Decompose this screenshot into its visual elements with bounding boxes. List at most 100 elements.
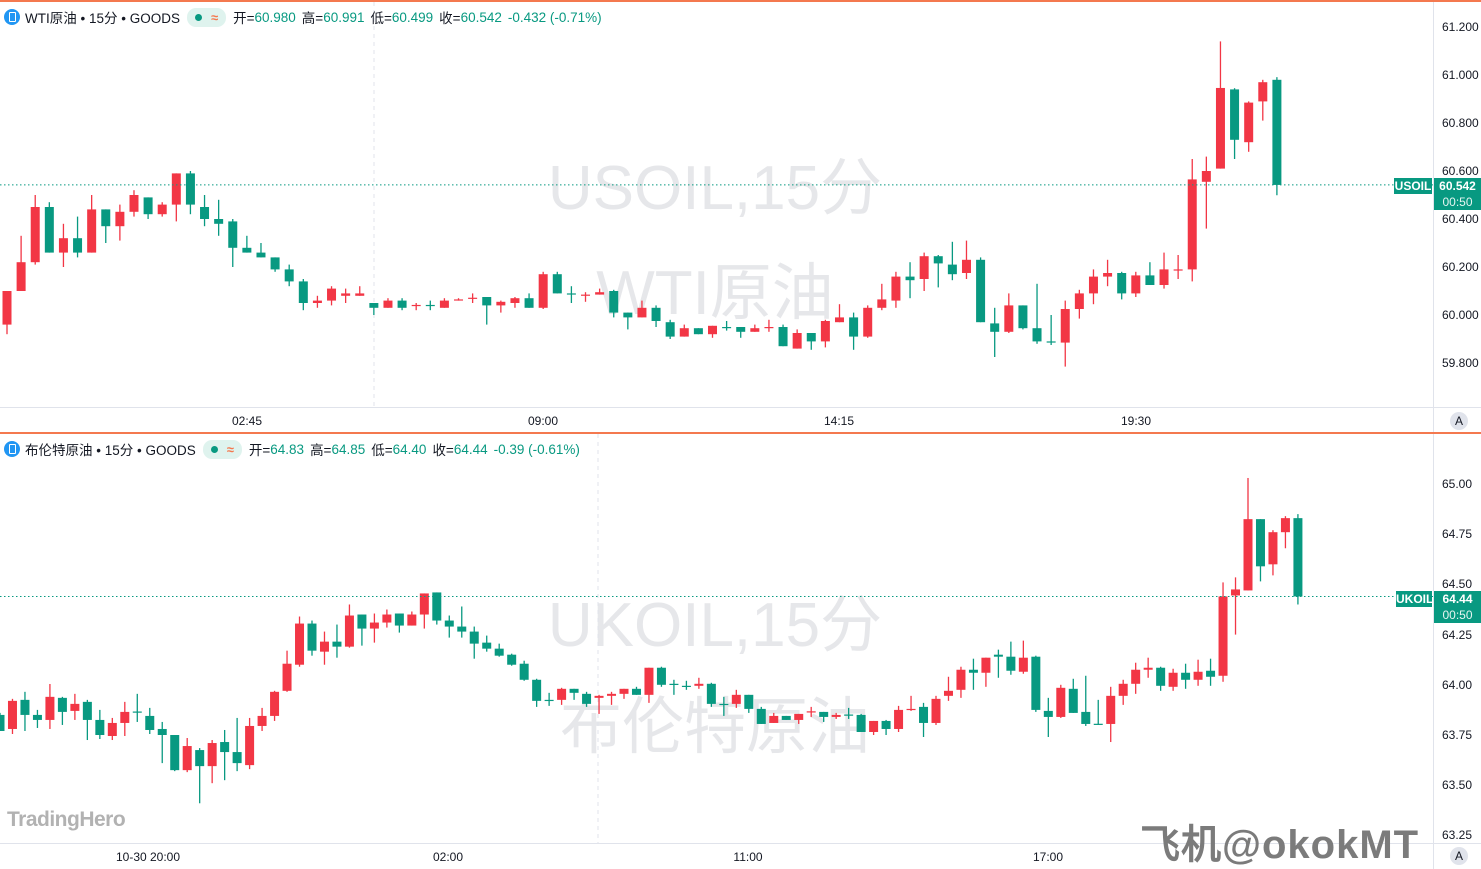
candle bbox=[806, 333, 816, 350]
candle bbox=[792, 329, 802, 349]
time-label: 02:00 bbox=[432, 850, 464, 864]
candle-body bbox=[207, 743, 217, 767]
auto-scale-button[interactable]: A bbox=[1450, 412, 1468, 430]
candle bbox=[1106, 686, 1116, 743]
candle-body bbox=[30, 207, 40, 263]
candle bbox=[609, 289, 619, 318]
candle bbox=[794, 713, 804, 724]
close-label: 收= bbox=[432, 443, 454, 458]
wti-plot-area[interactable]: USOIL,15分 WTI原油 WTI原油 • 15分 • GOODS ≈ 开=… bbox=[0, 2, 1433, 407]
candle-body bbox=[270, 691, 280, 716]
candle bbox=[220, 729, 230, 781]
candle-body bbox=[820, 321, 830, 342]
candle bbox=[1117, 271, 1127, 300]
price-tick-label: 63.75 bbox=[1442, 728, 1473, 742]
candle bbox=[968, 658, 978, 690]
candle-body bbox=[1255, 519, 1265, 567]
market-status-pill[interactable]: ≈ bbox=[186, 7, 227, 27]
candle bbox=[877, 283, 887, 311]
wti-chart-pane[interactable]: USOIL,15分 WTI原油 WTI原油 • 15分 • GOODS ≈ 开=… bbox=[0, 2, 1481, 407]
brent-plot-area[interactable]: UKOIL,15分 布伦特原油 布伦特原油 • 15分 • GOODS ≈ 开=… bbox=[0, 434, 1433, 843]
candle bbox=[298, 279, 308, 311]
candle-body bbox=[228, 221, 238, 248]
time-label: 19:30 bbox=[1120, 414, 1152, 428]
brent-title[interactable]: 布伦特原油 • 15分 • GOODS bbox=[25, 443, 196, 458]
brent-legend: 布伦特原油 • 15分 • GOODS ≈ 开= 64.83 高= 64.85 低=… bbox=[4, 439, 580, 459]
candle-body bbox=[644, 667, 654, 695]
wti-time-axis[interactable]: 02:45 09:00 14:15 19:30 bbox=[0, 407, 1433, 433]
candle-body bbox=[544, 699, 554, 702]
candle bbox=[468, 293, 478, 303]
candle-body bbox=[1004, 305, 1014, 332]
candle bbox=[73, 216, 83, 258]
low-label: 低= bbox=[370, 11, 392, 26]
candle bbox=[806, 706, 816, 717]
candle bbox=[101, 209, 111, 243]
candle-body bbox=[669, 683, 679, 685]
candle-body bbox=[20, 699, 30, 715]
candle-body bbox=[1293, 518, 1303, 597]
candle bbox=[519, 660, 529, 681]
candle bbox=[70, 693, 80, 720]
candle-body bbox=[2, 291, 12, 325]
candle bbox=[906, 695, 916, 711]
candle bbox=[58, 223, 68, 267]
candle-body bbox=[731, 694, 741, 704]
brent-time-axis[interactable]: 10-30 20:00 02:00 11:00 17:00 bbox=[0, 843, 1433, 869]
candle bbox=[863, 305, 873, 338]
candle-body bbox=[369, 622, 379, 629]
candle-body bbox=[1131, 275, 1141, 294]
okokmt-watermark: 飞机@okokMT bbox=[1140, 823, 1420, 867]
candle-body bbox=[968, 669, 978, 673]
candle bbox=[1143, 657, 1153, 678]
candle bbox=[341, 288, 351, 303]
candle bbox=[1131, 271, 1141, 297]
candle-body bbox=[1131, 669, 1141, 684]
candle bbox=[844, 707, 854, 719]
candle bbox=[1168, 668, 1178, 691]
candle-body bbox=[132, 711, 142, 713]
candle-body bbox=[482, 642, 492, 649]
candle-body bbox=[439, 300, 449, 308]
candle-body bbox=[651, 307, 661, 321]
candle-body bbox=[806, 711, 816, 713]
brent-chart-pane[interactable]: UKOIL,15分 布伦特原油 布伦特原油 • 15分 • GOODS ≈ 开=… bbox=[0, 434, 1481, 843]
candle bbox=[708, 325, 717, 338]
price-tick-label: 64.00 bbox=[1442, 677, 1473, 692]
candle-body bbox=[171, 173, 181, 205]
candle bbox=[706, 682, 716, 707]
candle-body bbox=[510, 298, 520, 303]
wti-title[interactable]: WTI原油 • 15分 • GOODS bbox=[25, 11, 180, 26]
candle bbox=[200, 195, 210, 227]
candle bbox=[1258, 79, 1268, 121]
brent-price-axis[interactable]: 65.00 64.75 64.50 64.25 64.00 63.75 63.50 63.25 bbox=[1433, 434, 1481, 843]
market-status-pill[interactable]: ≈ bbox=[202, 439, 242, 459]
wti-price-axis[interactable]: 61.200 61.000 60.800 60.600 60.400 60.200 60.0… bbox=[1433, 2, 1481, 407]
pane-separator[interactable] bbox=[0, 432, 1481, 434]
candle bbox=[182, 738, 192, 773]
candle-body bbox=[220, 742, 230, 753]
candle bbox=[157, 202, 167, 217]
candle bbox=[693, 328, 703, 335]
candle bbox=[631, 686, 641, 695]
candle-body bbox=[1173, 269, 1183, 271]
price-tick-label: 60.600 bbox=[1442, 164, 1479, 178]
candle bbox=[1193, 659, 1203, 686]
candle bbox=[284, 264, 294, 287]
candle-body bbox=[552, 274, 562, 294]
candle-body bbox=[1103, 273, 1113, 277]
candle-body bbox=[557, 688, 567, 700]
candle bbox=[582, 691, 592, 707]
candle bbox=[344, 604, 354, 648]
low-value: 64.40 bbox=[392, 441, 427, 457]
auto-scale-button[interactable]: A bbox=[1450, 847, 1468, 865]
candle-body bbox=[1159, 269, 1169, 285]
price-tick-label: 61.200 bbox=[1442, 20, 1479, 34]
candle-body bbox=[1093, 723, 1103, 725]
candle bbox=[731, 689, 741, 708]
candle-body bbox=[679, 328, 689, 337]
candle bbox=[831, 712, 841, 719]
candle-body bbox=[1031, 656, 1041, 710]
candle bbox=[1187, 159, 1197, 282]
candle-body bbox=[532, 679, 542, 701]
